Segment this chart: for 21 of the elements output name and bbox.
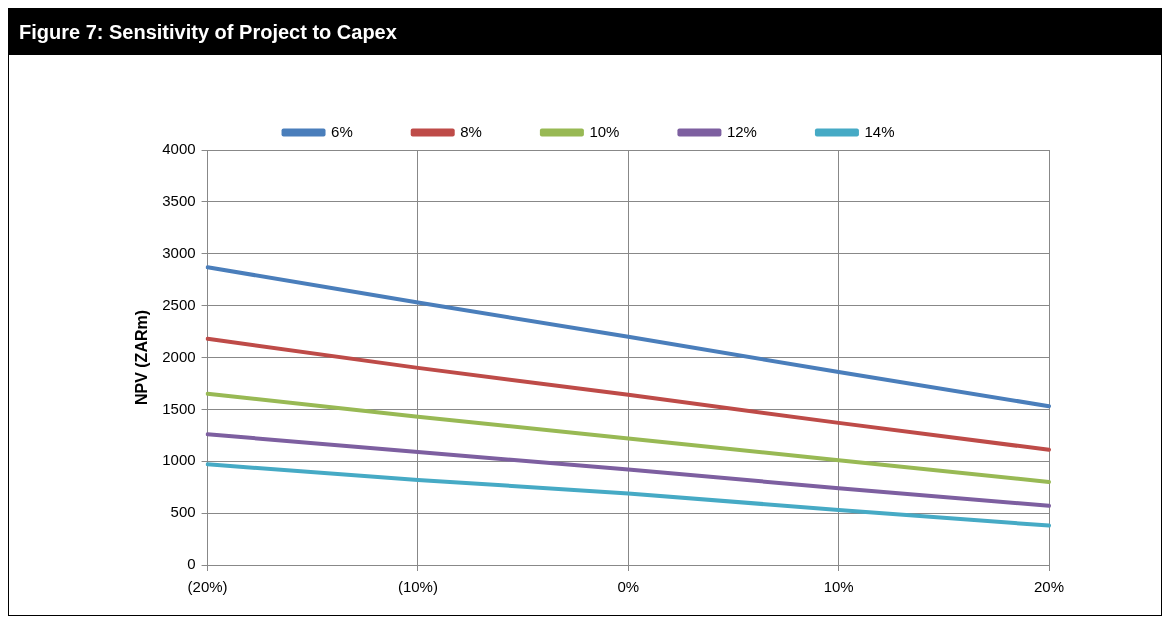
y-tick-label: 0 — [187, 555, 196, 573]
y-tick-label: 500 — [170, 503, 196, 521]
legend-label: 10% — [589, 122, 620, 140]
legend-label: 6% — [331, 122, 353, 140]
x-tick-label: (10%) — [397, 578, 438, 596]
x-tick-label: 20% — [1033, 578, 1065, 596]
legend-label: 12% — [726, 122, 757, 140]
x-tick-label: (20%) — [187, 578, 228, 596]
y-tick-label: 3500 — [162, 192, 196, 210]
y-tick-label: 2000 — [162, 347, 196, 365]
legend-label: 14% — [864, 122, 895, 140]
y-tick-label: 3000 — [162, 243, 196, 261]
x-tick-label: 10% — [823, 578, 854, 596]
y-tick-label: 4000 — [162, 140, 196, 158]
x-tick-label: 0% — [617, 578, 640, 596]
chart-title: Figure 7: Sensitivity of Project to Capex — [9, 9, 1161, 55]
y-axis-title: NPV (ZARm) — [133, 309, 151, 406]
y-tick-label: 1000 — [162, 451, 196, 469]
y-tick-label: 2500 — [162, 295, 196, 313]
legend-label: 8% — [460, 122, 482, 140]
y-tick-label: 1500 — [162, 399, 196, 417]
